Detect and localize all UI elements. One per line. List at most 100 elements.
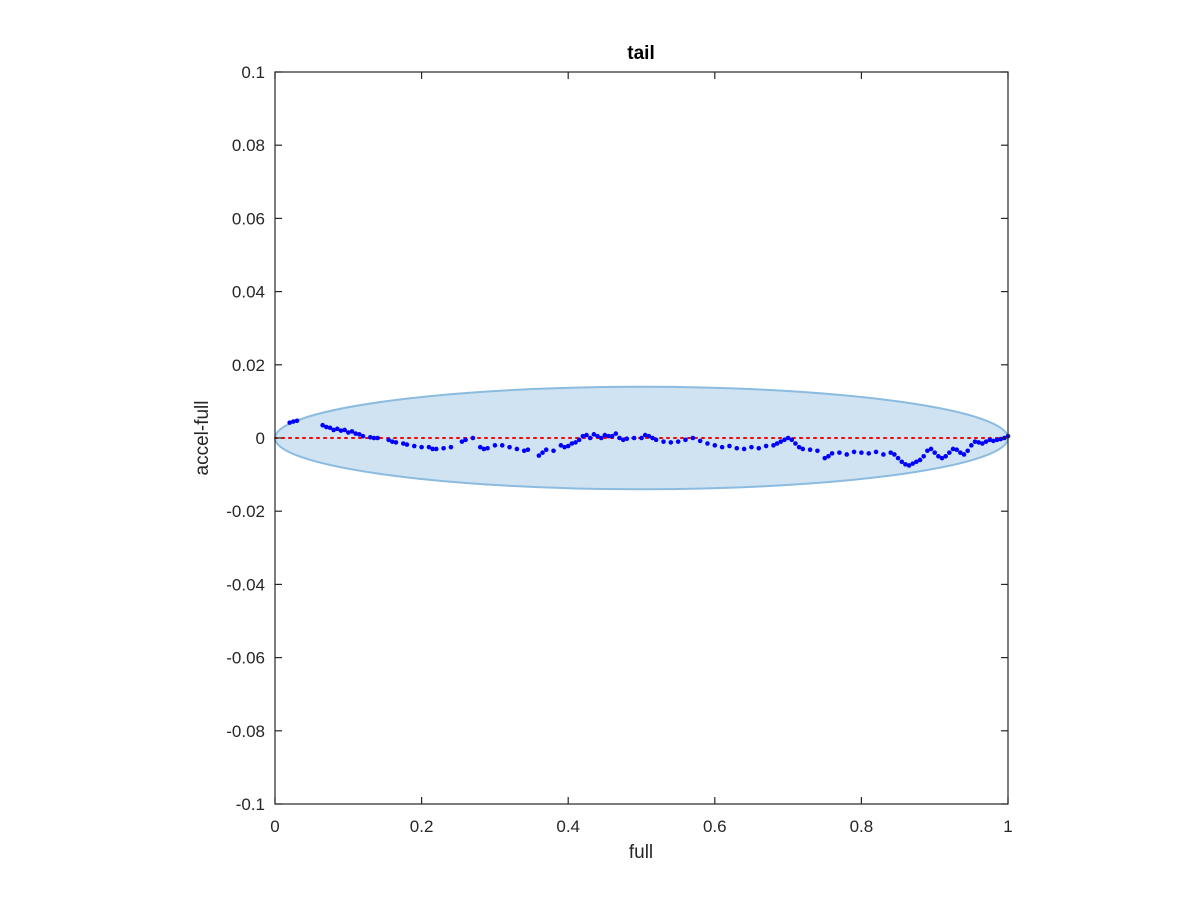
data-point bbox=[972, 439, 978, 444]
data-point bbox=[507, 444, 512, 450]
data-point bbox=[749, 444, 754, 450]
data-point bbox=[367, 434, 373, 440]
data-point bbox=[980, 441, 985, 446]
data-point bbox=[642, 432, 648, 438]
data-point bbox=[800, 446, 806, 452]
data-point bbox=[613, 431, 619, 436]
data-point bbox=[389, 439, 395, 444]
data-point bbox=[562, 444, 567, 450]
data-point bbox=[987, 437, 992, 443]
data-point bbox=[650, 435, 655, 441]
y-tick-label: -0.08 bbox=[226, 722, 265, 741]
y-tick-label: 0.08 bbox=[232, 136, 265, 155]
data-point bbox=[485, 445, 490, 451]
data-point bbox=[796, 444, 802, 450]
data-point bbox=[939, 455, 945, 461]
y-tick-label: 0.06 bbox=[232, 209, 265, 228]
data-point bbox=[470, 435, 476, 441]
data-point bbox=[393, 440, 399, 445]
data-point bbox=[430, 446, 435, 452]
data-point bbox=[400, 441, 406, 446]
data-point bbox=[859, 450, 864, 455]
data-point bbox=[675, 439, 681, 444]
y-tick-label: 0.02 bbox=[232, 356, 265, 375]
x-tick-label: 0.8 bbox=[850, 817, 874, 836]
data-point bbox=[558, 443, 564, 448]
data-point bbox=[782, 437, 787, 443]
data-point bbox=[595, 433, 600, 439]
data-point bbox=[609, 433, 615, 439]
data-point bbox=[327, 425, 333, 431]
data-point bbox=[976, 440, 981, 445]
data-point bbox=[954, 447, 959, 453]
data-point bbox=[441, 445, 446, 451]
data-point bbox=[844, 452, 850, 457]
data-point bbox=[925, 448, 930, 454]
x-tick-label: 0.6 bbox=[703, 817, 727, 836]
data-point bbox=[815, 448, 820, 454]
data-point bbox=[965, 448, 970, 454]
data-point bbox=[653, 437, 659, 443]
data-point bbox=[591, 432, 597, 437]
data-point bbox=[785, 435, 791, 441]
data-point bbox=[639, 435, 644, 441]
data-point bbox=[756, 445, 762, 451]
data-point bbox=[958, 450, 963, 455]
data-point bbox=[683, 437, 688, 443]
data-point bbox=[873, 449, 879, 455]
data-point bbox=[631, 435, 637, 441]
data-point bbox=[448, 444, 454, 450]
data-point bbox=[947, 450, 952, 455]
data-point bbox=[411, 443, 417, 449]
data-point bbox=[338, 428, 344, 433]
data-point bbox=[763, 443, 769, 449]
chart-title: tail bbox=[627, 43, 654, 64]
data-point bbox=[829, 451, 835, 456]
data-point bbox=[459, 439, 465, 444]
data-point bbox=[477, 444, 483, 450]
data-point bbox=[525, 447, 531, 453]
data-points bbox=[287, 418, 1011, 468]
data-point bbox=[606, 433, 611, 439]
x-axis-label: full bbox=[629, 842, 653, 863]
y-tick-label: -0.02 bbox=[226, 502, 265, 521]
data-point bbox=[331, 427, 336, 433]
data-point bbox=[646, 433, 652, 439]
data-point bbox=[371, 435, 377, 441]
data-point bbox=[917, 457, 923, 463]
data-point bbox=[602, 432, 608, 438]
data-point bbox=[778, 439, 784, 444]
data-point bbox=[734, 445, 740, 451]
plot-area bbox=[274, 71, 1011, 805]
data-point bbox=[826, 454, 831, 459]
data-point bbox=[892, 452, 897, 457]
data-point bbox=[719, 444, 725, 450]
data-point bbox=[598, 435, 604, 441]
data-point bbox=[287, 420, 292, 425]
data-point bbox=[569, 441, 575, 446]
data-point bbox=[697, 438, 703, 444]
data-point bbox=[793, 441, 798, 446]
data-point bbox=[463, 437, 468, 443]
data-point bbox=[404, 442, 410, 447]
data-point bbox=[983, 439, 989, 444]
data-point bbox=[727, 443, 732, 449]
data-point bbox=[492, 443, 498, 448]
data-point bbox=[789, 437, 795, 443]
data-point bbox=[932, 450, 937, 455]
data-point bbox=[994, 437, 1000, 443]
data-point bbox=[661, 439, 666, 444]
data-point bbox=[291, 419, 296, 424]
y-tick-label: -0.1 bbox=[236, 795, 265, 814]
data-point bbox=[950, 446, 956, 452]
data-point bbox=[565, 443, 571, 449]
data-point bbox=[668, 440, 674, 445]
data-point bbox=[540, 450, 545, 455]
data-point bbox=[807, 447, 813, 453]
y-axis-label: accel-full bbox=[192, 401, 213, 476]
data-point bbox=[943, 454, 948, 459]
data-point bbox=[914, 459, 919, 465]
data-point bbox=[936, 454, 941, 459]
x-tick-label: 0.2 bbox=[410, 817, 434, 836]
y-axis-ticks: 0.1 0.08 0.06 0.04 0.02 0 -0.02 -0.04 -0.06 -0.08… bbox=[226, 63, 1008, 814]
